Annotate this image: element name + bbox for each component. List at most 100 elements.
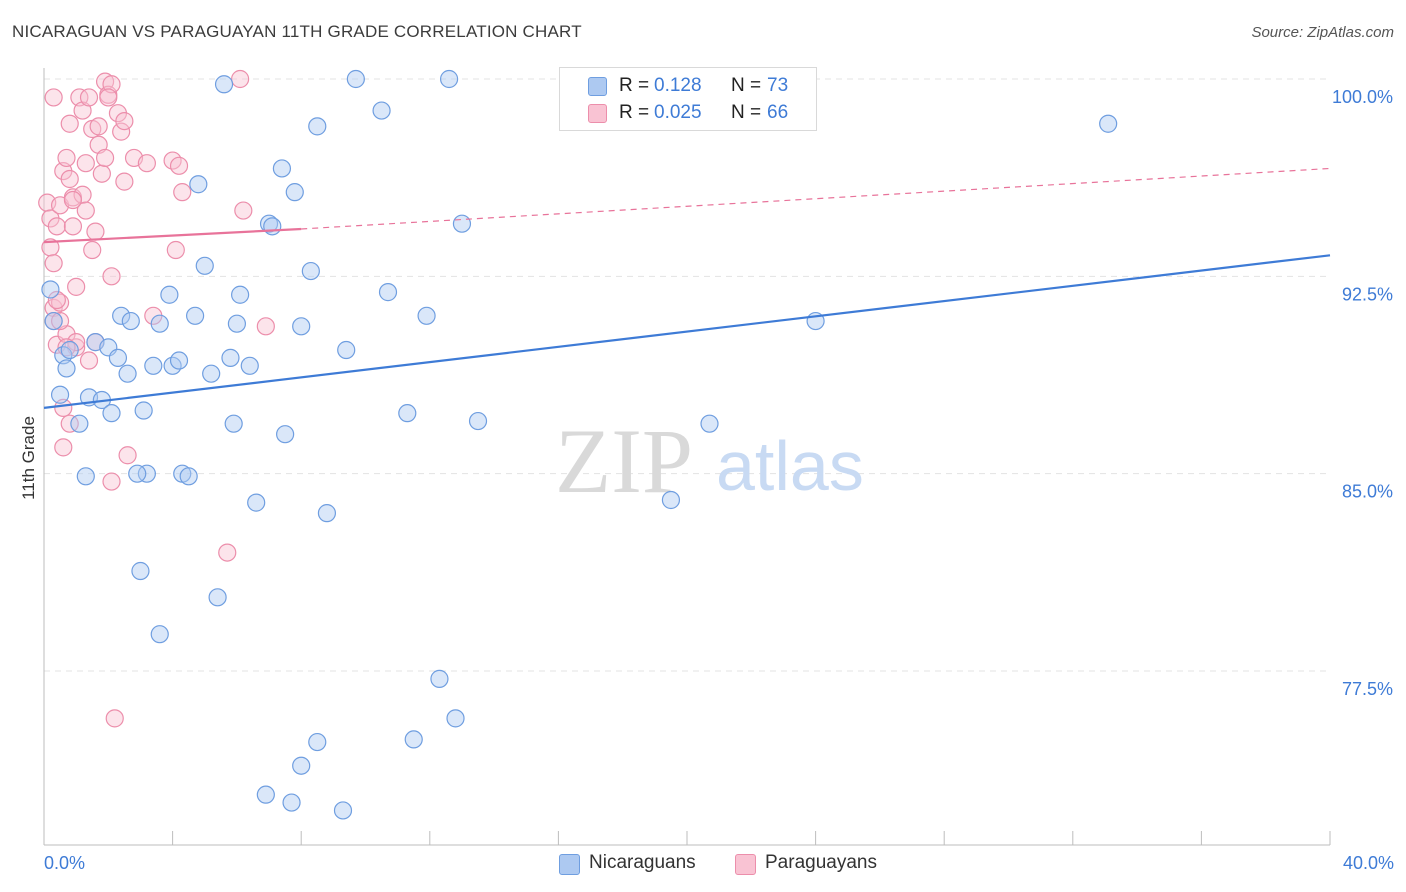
paraguayan-point	[47, 290, 66, 310]
paraguayan-point	[95, 148, 115, 168]
nicaraguan-point	[468, 411, 488, 431]
paraguayan-point	[83, 240, 102, 260]
paraguayan-point	[63, 190, 83, 210]
nicaraguan-point	[276, 425, 295, 444]
nicaraguan-point	[189, 175, 208, 194]
paraguayan-point	[89, 117, 108, 136]
nicaraguan-point	[337, 340, 356, 360]
watermark: ZIP atlas	[555, 410, 864, 512]
axis-labels: 11th Grade 0.0% 40.0% 77.5% 85.0% 92.5% …	[19, 87, 1394, 873]
paraguayan-point	[44, 254, 63, 273]
nicaraguan-point	[108, 348, 128, 367]
paraguayan-point	[118, 446, 137, 465]
nicaraguan-point	[137, 464, 156, 483]
nicaraguan-point	[208, 588, 227, 607]
paraguayan-point	[76, 154, 95, 173]
nicaraguan-point	[102, 404, 121, 423]
paraguayan-point	[79, 351, 99, 370]
watermark-atlas: atlas	[716, 427, 864, 505]
nicaraguan-point	[195, 256, 214, 275]
nicaraguan-point	[57, 359, 76, 378]
y-tick-label: 92.5%	[1342, 284, 1393, 304]
paraguayan-point	[218, 543, 237, 562]
paraguayan-point	[86, 222, 105, 241]
x-tick-label-max: 40.0%	[1343, 853, 1394, 873]
paraguayan-point	[60, 114, 79, 133]
nicaraguan-point	[1099, 114, 1118, 133]
nicaraguan-point	[202, 364, 221, 383]
nicaraguan-point	[231, 285, 250, 304]
grid	[44, 78, 1330, 672]
legend-swatch-nicaraguans	[559, 854, 580, 875]
legend-label: Nicaraguans	[589, 852, 696, 873]
nicaraguan-point	[439, 69, 459, 89]
paraguayan-point	[60, 414, 79, 433]
paraguayan-point	[169, 156, 189, 175]
legend-n-value: 66	[767, 102, 789, 123]
nicaraguan-point	[452, 214, 472, 233]
legend-n-label: N =	[731, 75, 762, 96]
paraguayan-point	[57, 148, 76, 168]
y-tick-label: 77.5%	[1342, 679, 1393, 699]
paraguayan-point	[99, 88, 118, 107]
nicaraguan-point	[272, 159, 292, 178]
nicaraguan-point	[259, 214, 279, 233]
nicaraguan-point	[317, 504, 337, 523]
paraguayan-point	[67, 277, 86, 296]
nicaraguan-point	[227, 314, 246, 333]
legend-r-value: 0.128	[654, 75, 702, 96]
paraguayan-point	[60, 169, 79, 189]
nicaraguan-point	[118, 364, 137, 383]
legend-r-label: R =	[619, 75, 650, 96]
trend-lines	[43, 167, 1331, 409]
legend-swatch-nicaraguans	[588, 77, 607, 96]
nicaraguan-point	[221, 348, 240, 367]
nicaraguan-point	[179, 467, 198, 486]
legend-r-value: 0.025	[654, 102, 702, 123]
nicaraguan-point	[661, 490, 681, 510]
paraguayans-trend-extension	[301, 167, 1331, 230]
nicaraguan-point	[44, 311, 63, 331]
nicaraguan-point	[41, 280, 60, 299]
paraguayan-point	[137, 154, 156, 173]
paraguayan-point	[63, 217, 83, 236]
nicaraguan-point	[378, 283, 398, 302]
legend-swatch-paraguayans	[735, 854, 756, 875]
paraguayan-point	[105, 709, 124, 728]
legend-label: Paraguayans	[765, 852, 877, 873]
nicaraguan-point	[186, 306, 205, 325]
nicaraguan-point	[240, 356, 259, 375]
nicaraguan-point	[346, 69, 365, 89]
source-label: Source: ZipAtlas.com	[1251, 24, 1394, 41]
paraguayans-points	[38, 69, 275, 728]
legend-series: Nicaraguans Paraguayans	[0, 851, 1406, 877]
paraguayan-point	[166, 240, 185, 260]
nicaraguan-point	[700, 414, 719, 433]
paraguayan-point	[47, 217, 66, 236]
nicaraguan-point	[128, 464, 147, 483]
nicaraguan-point	[308, 117, 327, 136]
watermark-zip: ZIP	[555, 410, 693, 512]
nicaraguan-point	[446, 709, 465, 728]
paraguayan-point	[50, 293, 70, 312]
nicaraguan-point	[112, 306, 131, 325]
nicaraguan-point	[76, 467, 95, 486]
nicaraguan-point	[150, 625, 169, 644]
chart-title: NICARAGUAN VS PARAGUAYAN 11TH GRADE CORR…	[12, 22, 582, 41]
axes	[43, 68, 1331, 846]
nicaraguan-point	[301, 261, 320, 281]
nicaraguan-point	[292, 317, 311, 336]
legend-swatch-paraguayans	[588, 104, 607, 123]
nicaraguan-point	[214, 75, 234, 94]
y-tick-label: 85.0%	[1342, 482, 1393, 502]
paraguayan-point	[76, 201, 95, 220]
y-tick-label: 100.0%	[1332, 87, 1393, 107]
nicaraguan-point	[282, 793, 301, 812]
nicaraguan-point	[430, 669, 449, 688]
paraguayan-point	[79, 88, 99, 107]
legend-n-label: N =	[731, 102, 762, 123]
nicaraguan-point	[256, 785, 275, 804]
paraguayan-point	[115, 172, 134, 191]
y-axis-title: 11th Grade	[19, 416, 38, 500]
